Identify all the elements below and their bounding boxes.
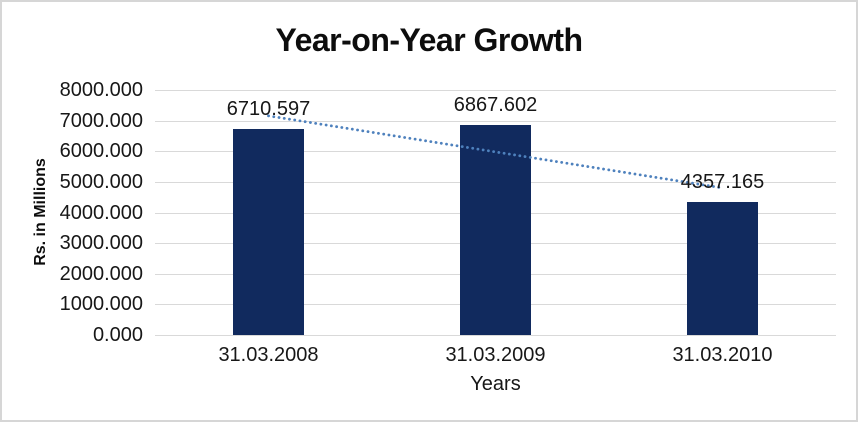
y-tick-label: 6000.000: [59, 140, 143, 163]
bar-value-label: 4357.165: [680, 170, 765, 193]
y-tick-label: 7000.000: [59, 109, 143, 132]
x-axis-title: Years: [470, 373, 521, 395]
category-label: 31.03.2009: [445, 344, 546, 366]
y-tick-label: 4000.000: [59, 201, 143, 224]
gridline: [155, 90, 836, 91]
y-tick-label: 5000.000: [59, 170, 143, 193]
bar-value-label: 6710.597: [226, 98, 311, 121]
y-tick-label: 2000.000: [59, 262, 143, 285]
gridline: [155, 335, 836, 336]
y-tick-label: 3000.000: [59, 232, 143, 255]
bar-value-label: 6867.602: [453, 93, 538, 116]
category-label: 31.03.2008: [218, 344, 319, 366]
bar: [460, 124, 531, 335]
y-tick-label: 0.000: [92, 324, 143, 346]
chart-title: Year-on-Year Growth: [275, 22, 583, 58]
bar: [687, 201, 758, 335]
y-tick-label: 1000.000: [59, 293, 143, 316]
y-tick-label: 8000.000: [59, 79, 143, 101]
bar: [233, 129, 304, 335]
category-label: 31.03.2010: [672, 344, 773, 366]
